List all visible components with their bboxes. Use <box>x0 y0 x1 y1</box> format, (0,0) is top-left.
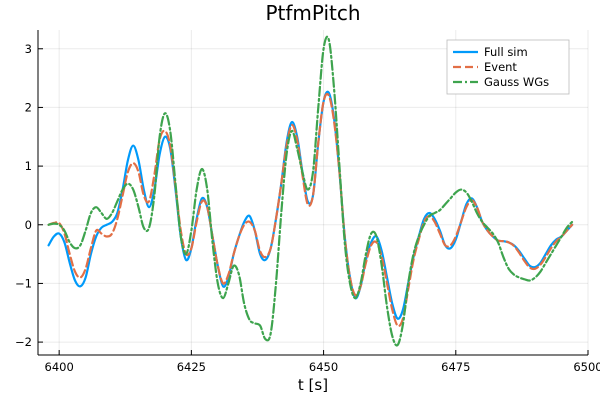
y-tick-label: −1 <box>15 276 32 290</box>
y-ticks: −2 −1 0 1 2 3 <box>15 42 43 349</box>
x-tick-label: 6425 <box>177 360 206 374</box>
y-tick-label: −2 <box>15 335 32 349</box>
y-tick-label: 2 <box>25 100 32 114</box>
chart-title: PtfmPitch <box>265 1 360 25</box>
x-tick-label: 6475 <box>441 360 470 374</box>
legend-label-gauss-wgs: Gauss WGs <box>484 75 549 89</box>
x-tick-label: 6450 <box>309 360 338 374</box>
x-axis-label: t [s] <box>298 376 328 394</box>
series-line-gauss-wgs <box>47 35 574 347</box>
x-tick-label: 6400 <box>45 360 74 374</box>
series-line-event <box>47 92 574 328</box>
legend-label-full-sim: Full sim <box>484 45 528 59</box>
legend-label-event: Event <box>484 60 517 74</box>
x-tick-label: 6500 <box>573 360 600 374</box>
legend: Full sim Event Gauss WGs <box>446 39 570 95</box>
y-tick-label: 0 <box>25 218 32 232</box>
axes <box>37 30 588 356</box>
y-tick-label: 3 <box>25 42 32 56</box>
x-ticks: 6400 6425 6450 6475 6500 <box>45 350 600 374</box>
series-group <box>47 35 574 347</box>
y-tick-label: 1 <box>25 159 32 173</box>
